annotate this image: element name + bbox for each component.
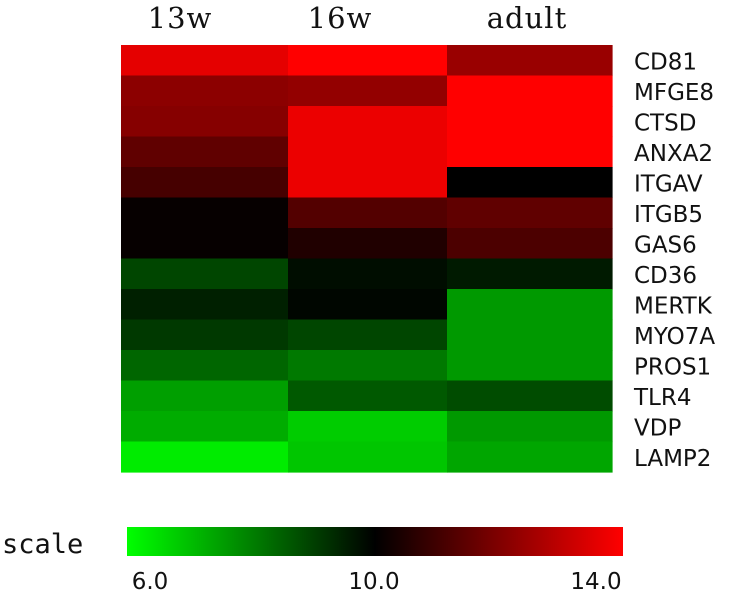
row-label-lamp2: LAMP2: [634, 446, 711, 472]
heatmap-cell-gas6-13w: [121, 228, 289, 260]
heatmap-cell-myo7a-16w: [288, 319, 448, 351]
heatmap-cell-anxa2-adult: [447, 136, 613, 168]
heatmap-cell-cd36-16w: [288, 258, 448, 290]
heatmap-cell-pros1-16w: [288, 350, 448, 382]
heatmap-cell-pros1-adult: [447, 350, 613, 382]
row-label-itgav: ITGAV: [634, 172, 703, 198]
heatmap-cell-mfge8-13w: [121, 75, 289, 107]
row-label-vdp: VDP: [634, 416, 681, 442]
heatmap-cell-cd81-13w: [121, 45, 289, 77]
row-label-mfge8: MFGE8: [634, 80, 714, 106]
heatmap-cell-vdp-16w: [288, 411, 448, 443]
heatmap-cell-lamp2-adult: [447, 441, 613, 473]
heatmap-cell-lamp2-13w: [121, 441, 289, 473]
heatmap-cell-ctsd-adult: [447, 106, 613, 138]
heatmap-cell-itgb5-adult: [447, 197, 613, 229]
heatmap-cell-itgav-16w: [288, 167, 448, 199]
heatmap-cell-itgav-adult: [447, 167, 613, 199]
heatmap-cell-mertk-16w: [288, 289, 448, 321]
heatmap-cell-tlr4-13w: [121, 380, 289, 412]
column-label-13w: 13w: [148, 1, 213, 35]
heatmap-cell-ctsd-13w: [121, 106, 289, 138]
heatmap-cell-itgb5-16w: [288, 197, 448, 229]
heatmap-cell-mertk-adult: [447, 289, 613, 321]
heatmap-cell-cd36-adult: [447, 258, 613, 290]
heatmap-cell-cd81-16w: [288, 45, 448, 77]
heatmap-cell-cd81-adult: [447, 45, 613, 77]
row-label-cd36: CD36: [634, 263, 697, 289]
row-label-cd81: CD81: [634, 50, 697, 76]
heatmap-cell-myo7a-13w: [121, 319, 289, 351]
heatmap-cell-anxa2-16w: [288, 136, 448, 168]
color-scale-legend: scale 6.0 10.0 14.0: [2, 527, 623, 595]
heatmap-cell-tlr4-16w: [288, 380, 448, 412]
scale-tick-max: 14.0: [570, 569, 621, 595]
heatmap-cell-cd36-13w: [121, 258, 289, 290]
scale-title: scale: [2, 529, 83, 560]
heatmap-cell-ctsd-16w: [288, 106, 448, 138]
heatmap-cell-itgav-13w: [121, 167, 289, 199]
row-labels: CD81 MFGE8 CTSD ANXA2 ITGAV ITGB5 GAS6 C…: [633, 50, 715, 473]
row-label-myo7a: MYO7A: [634, 324, 715, 350]
heatmap-cell-vdp-adult: [447, 411, 613, 443]
row-label-anxa2: ANXA2: [634, 141, 713, 167]
heatmap-cell-gas6-16w: [288, 228, 448, 260]
scale-tick-mid: 10.0: [348, 569, 399, 595]
heatmap-cell-vdp-13w: [121, 411, 289, 443]
heatmap-cell-mertk-13w: [121, 289, 289, 321]
scale-tick-min: 6.0: [132, 569, 169, 595]
row-label-gas6: GAS6: [634, 233, 697, 259]
heatmap-cell-gas6-adult: [447, 228, 613, 260]
row-label-itgb5: ITGB5: [634, 202, 703, 228]
heatmap-cell-mfge8-16w: [288, 75, 448, 107]
heatmap-cell-itgb5-13w: [121, 197, 289, 229]
row-label-mertk: MERTK: [634, 294, 713, 320]
row-label-ctsd: CTSD: [634, 111, 696, 137]
column-labels: 13w 16w adult: [148, 1, 567, 35]
heatmap-cell-mfge8-adult: [447, 75, 613, 107]
heatmap-cell-pros1-13w: [121, 350, 289, 382]
heatmap-cell-tlr4-adult: [447, 380, 613, 412]
row-label-tlr4: TLR4: [633, 385, 691, 411]
column-label-16w: 16w: [308, 1, 373, 35]
heatmap-cell-lamp2-16w: [288, 441, 448, 473]
column-label-adult: adult: [487, 1, 567, 35]
heatmap-cell-myo7a-adult: [447, 319, 613, 351]
color-scale-bar: [127, 527, 623, 556]
heatmap-cell-anxa2-13w: [121, 136, 289, 168]
row-label-pros1: PROS1: [634, 355, 711, 381]
heatmap-cells: [121, 45, 613, 473]
